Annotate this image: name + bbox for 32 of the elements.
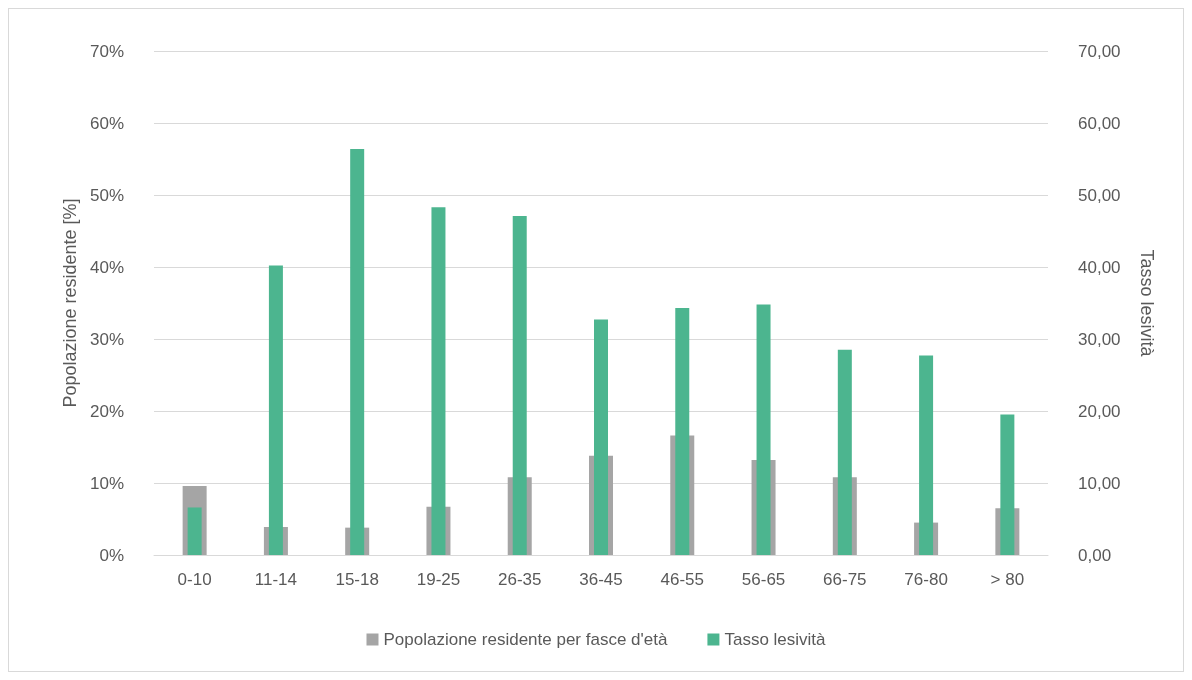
legend-label: Tasso lesività — [724, 630, 827, 649]
y2-tick-label: 70,00 — [1078, 41, 1121, 61]
x-tick-label: 56-65 — [741, 570, 786, 589]
y-tick-label: 40% — [89, 257, 124, 277]
y-tick-label: 0% — [99, 545, 124, 565]
y-tick-label: 50% — [89, 185, 124, 205]
x-tick-label: 19-25 — [416, 570, 461, 589]
y2-tick-label: 0,00 — [1078, 545, 1112, 565]
x-tick-label: 76-80 — [904, 570, 948, 589]
y2-axis-title: Tasso lesività — [1137, 249, 1157, 358]
y-tick-label: 60% — [89, 113, 124, 133]
x-tick-label: 26-35 — [497, 570, 542, 589]
x-tick-label: 66-75 — [823, 570, 867, 589]
y-axis-title: Popolazione residente [%] — [60, 198, 81, 408]
y-tick-label: 70% — [89, 41, 124, 61]
legend-label: Popolazione residente per fasce d'età — [383, 630, 668, 649]
y-tick-label: 10% — [89, 473, 124, 493]
x-tick-label: 11-14 — [254, 570, 298, 589]
y2-tick-label: 60,00 — [1078, 113, 1121, 133]
y2-tick-label: 30,00 — [1078, 329, 1121, 349]
x-tick-label: 46-55 — [660, 570, 705, 589]
x-tick-label: 15-18 — [335, 570, 379, 589]
y2-tick-label: 10,00 — [1078, 473, 1121, 493]
x-tick-label: 36-45 — [579, 570, 623, 589]
y2-tick-label: 40,00 — [1078, 257, 1121, 277]
y2-tick-label: 20,00 — [1078, 401, 1121, 421]
y2-tick-label: 50,00 — [1078, 185, 1121, 205]
x-tick-label: 0-10 — [177, 570, 212, 589]
bar — [187, 507, 202, 555]
y-tick-label: 20% — [89, 401, 124, 421]
x-tick-label: > 80 — [990, 570, 1025, 589]
y-tick-label: 30% — [89, 329, 124, 349]
